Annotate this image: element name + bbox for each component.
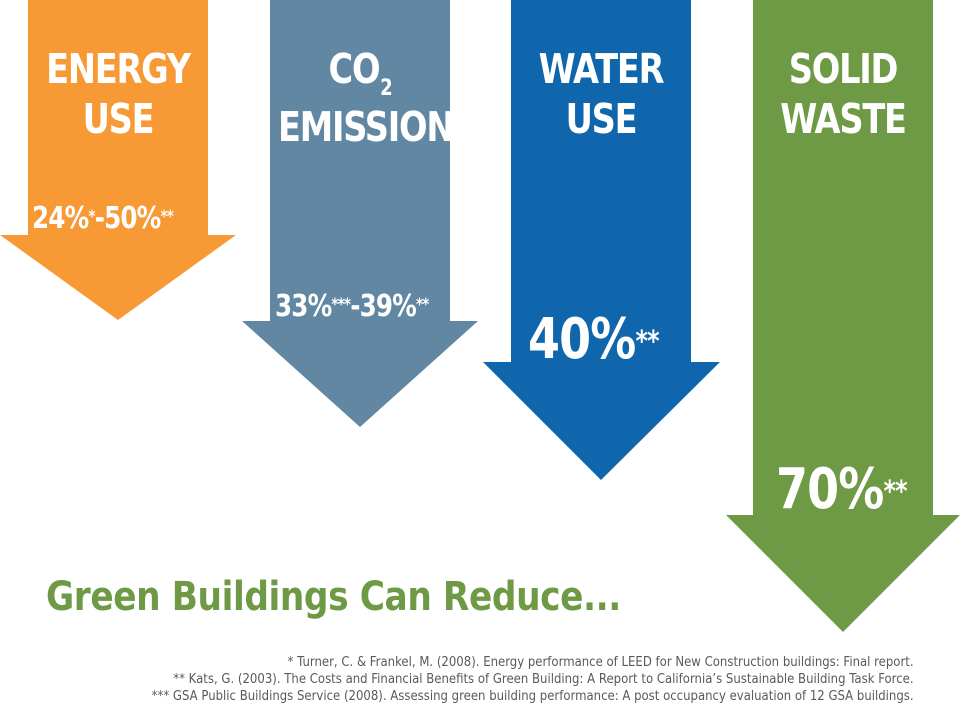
water-label-line-2: USE bbox=[565, 95, 638, 143]
footnote-turner: * Turner, C. & Frankel, M. (2008). Energ… bbox=[287, 655, 914, 670]
co2-label-line-2: EMISSIONS bbox=[278, 103, 477, 151]
co2-label-line-1: CO2 bbox=[278, 44, 442, 102]
waste-label-line-1: SOLID bbox=[788, 45, 899, 93]
energy-value-high: 50% bbox=[104, 201, 161, 236]
co2-arrow-shape bbox=[242, 0, 478, 427]
water-value: 40% bbox=[528, 307, 636, 372]
footnote-kats: ** Kats, G. (2003). The Costs and Financ… bbox=[173, 672, 914, 687]
waste-arrow-shape bbox=[726, 0, 960, 632]
waste-value: 70% bbox=[776, 457, 884, 522]
footnote-gsa: *** GSA Public Buildings Service (2008).… bbox=[152, 689, 914, 704]
energy-arrow-label: ENERGY USE bbox=[36, 44, 200, 144]
waste-label-line-2: WASTE bbox=[780, 95, 907, 143]
co2-arrow-label: CO2 EMISSIONS bbox=[278, 44, 477, 152]
water-reduction-value: 40%** bbox=[528, 307, 660, 372]
footnotes: * Turner, C. & Frankel, M. (2008). Energ… bbox=[152, 654, 914, 705]
co2-label-main: CO bbox=[328, 45, 381, 93]
energy-value-separator: - bbox=[94, 201, 105, 236]
waste-arrow-label: SOLID WASTE bbox=[761, 44, 925, 144]
energy-label-line-1: ENERGY bbox=[46, 45, 191, 93]
energy-value-high-mark: ** bbox=[160, 206, 174, 226]
energy-reduction-value: 24%*-50%** bbox=[32, 201, 174, 236]
co2-value-low-mark: *** bbox=[331, 294, 351, 314]
water-label-line-1: WATER bbox=[538, 45, 665, 93]
co2-value-high-mark: ** bbox=[416, 294, 429, 314]
co2-value-low: 33% bbox=[275, 289, 332, 324]
waste-reduction-value: 70%** bbox=[776, 457, 908, 522]
headline: Green Buildings Can Reduce... bbox=[46, 574, 621, 620]
water-arrow-shape bbox=[483, 0, 720, 480]
energy-label-line-2: USE bbox=[82, 95, 155, 143]
energy-value-low-mark: * bbox=[88, 206, 95, 226]
water-value-mark: ** bbox=[635, 324, 659, 359]
waste-value-mark: ** bbox=[883, 474, 907, 509]
water-arrow-label: WATER USE bbox=[519, 44, 683, 144]
co2-value-separator: - bbox=[350, 289, 360, 324]
co2-value-high: 39% bbox=[359, 289, 417, 324]
energy-value-low: 24% bbox=[32, 201, 89, 236]
energy-arrow-shape bbox=[0, 0, 236, 320]
co2-label-subscript: 2 bbox=[380, 76, 393, 101]
co2-reduction-value: 33%***-39%** bbox=[275, 290, 429, 324]
